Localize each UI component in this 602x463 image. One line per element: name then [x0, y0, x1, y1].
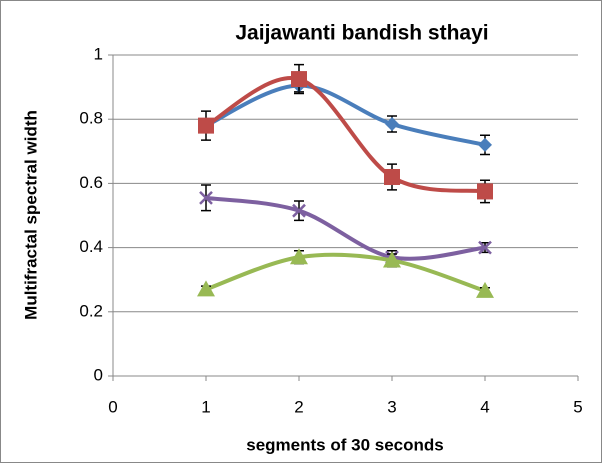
marker: [197, 280, 215, 297]
series-line: [205, 252, 486, 293]
series-line: [205, 83, 486, 147]
x-tick-label: 4: [480, 397, 489, 416]
marker: [291, 71, 307, 88]
x-tick-label: 1: [201, 397, 210, 416]
chart-title: Jaijawanti bandish sthayi: [235, 22, 488, 45]
x-axis-label: segments of 30 seconds: [246, 435, 443, 454]
y-tick-label: 0: [94, 365, 103, 384]
y-tick-label: 1: [94, 44, 103, 63]
marker: [385, 117, 399, 132]
y-tick-label: 0.2: [79, 301, 103, 320]
x-tick-label: 5: [573, 397, 582, 416]
marker: [199, 190, 213, 205]
marker: [292, 203, 306, 218]
marker: [384, 168, 400, 185]
marker: [476, 281, 494, 298]
marker: [478, 240, 492, 255]
marker: [198, 117, 214, 134]
marker: [383, 251, 401, 268]
y-tick-label: 0.8: [79, 109, 103, 128]
y-axis-label: Multifractal spectral width: [21, 110, 40, 320]
marker: [290, 248, 308, 265]
marker: [477, 183, 493, 200]
marker: [478, 137, 492, 152]
series-line: [205, 76, 486, 194]
series-line: [205, 195, 486, 261]
y-tick-label: 0.4: [79, 237, 103, 256]
y-tick-label: 0.6: [79, 173, 103, 192]
x-tick-label: 0: [108, 397, 117, 416]
x-tick-label: 2: [294, 397, 303, 416]
x-tick-label: 3: [387, 397, 396, 416]
